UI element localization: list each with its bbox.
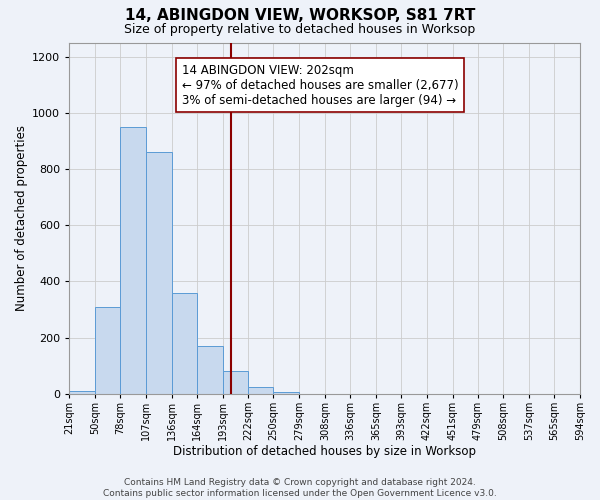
Text: Size of property relative to detached houses in Worksop: Size of property relative to detached ho… — [124, 22, 476, 36]
Bar — [274, 392, 299, 394]
X-axis label: Distribution of detached houses by size in Worksop: Distribution of detached houses by size … — [173, 444, 476, 458]
Text: 14, ABINGDON VIEW, WORKSOP, S81 7RT: 14, ABINGDON VIEW, WORKSOP, S81 7RT — [125, 8, 475, 22]
Bar — [248, 387, 274, 394]
Bar — [120, 127, 146, 394]
Text: Contains HM Land Registry data © Crown copyright and database right 2024.
Contai: Contains HM Land Registry data © Crown c… — [103, 478, 497, 498]
Bar — [70, 391, 95, 394]
Bar — [172, 292, 197, 394]
Text: 14 ABINGDON VIEW: 202sqm
← 97% of detached houses are smaller (2,677)
3% of semi: 14 ABINGDON VIEW: 202sqm ← 97% of detach… — [182, 64, 458, 106]
Bar — [223, 372, 248, 394]
Y-axis label: Number of detached properties: Number of detached properties — [15, 125, 28, 311]
Bar — [146, 152, 172, 394]
Bar — [197, 346, 223, 394]
Bar — [95, 306, 120, 394]
